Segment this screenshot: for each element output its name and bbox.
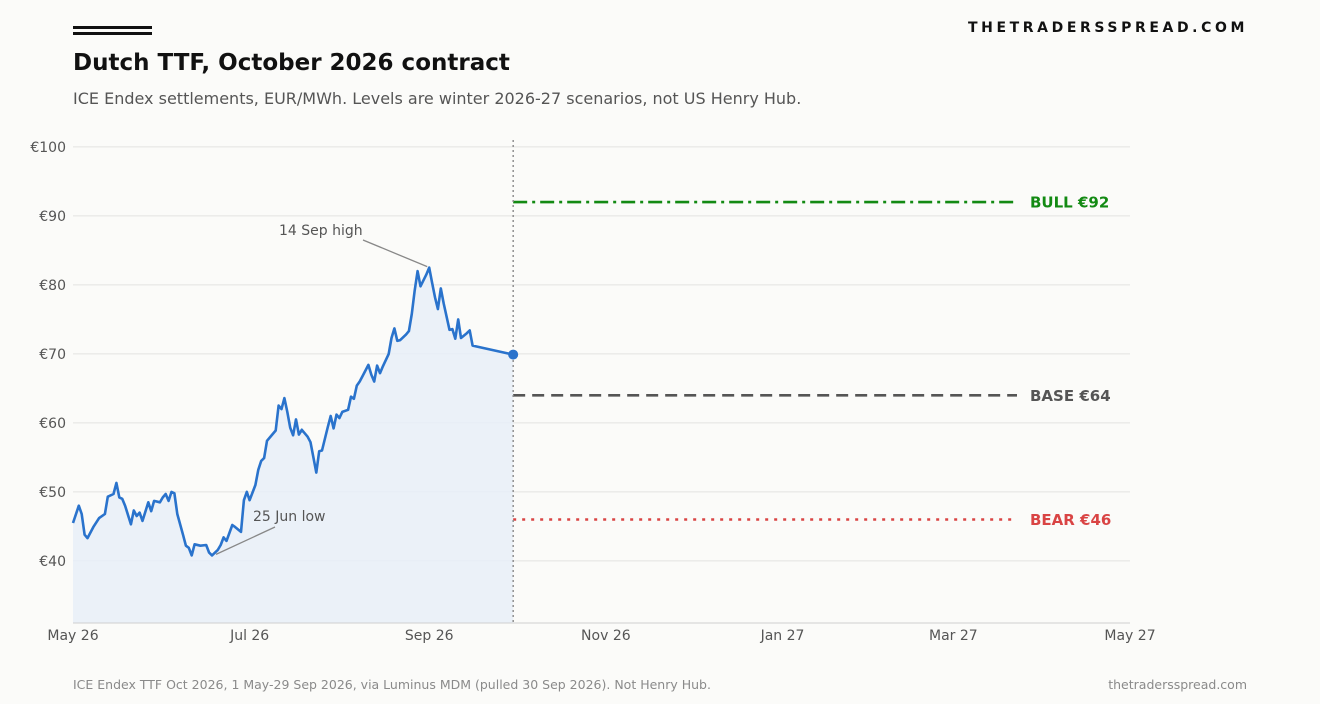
x-tick-label: May 26 — [47, 628, 98, 644]
annotation-leader-high — [362, 239, 428, 268]
brand-wordmark: THETRADERSSPREAD.COM — [968, 20, 1248, 36]
y-tick-label: €100 — [30, 140, 66, 156]
x-tick-label: Mar 27 — [929, 628, 978, 644]
price-series-line — [71, 266, 514, 557]
price-area-fill — [73, 267, 514, 623]
scenario-label-bear: BEAR €46 — [1030, 511, 1111, 529]
scenario-label-bull: BULL €92 — [1030, 194, 1109, 212]
annotation-label-low: 25 Jun low — [253, 509, 326, 525]
y-tick-label: €40 — [39, 554, 66, 570]
y-tick-label: €50 — [39, 485, 66, 501]
x-tick-label: Jan 27 — [760, 628, 805, 644]
x-tick-label: May 27 — [1104, 628, 1155, 644]
header-rule-bottom — [73, 32, 152, 35]
header-rule-top — [73, 26, 152, 29]
y-tick-label: €80 — [39, 278, 66, 294]
x-tick-label: Sep 26 — [405, 628, 454, 644]
page-title: Dutch TTF, October 2026 contract — [73, 50, 510, 76]
scenario-label-base: BASE €64 — [1030, 387, 1111, 405]
page-subtitle: ICE Endex settlements, EUR/MWh. Levels a… — [73, 89, 802, 108]
x-tick-label: Jul 26 — [229, 628, 269, 644]
y-tick-label: €70 — [39, 347, 66, 363]
y-tick-label: €90 — [39, 209, 66, 225]
x-tick-label: Nov 26 — [581, 628, 631, 644]
y-tick-label: €60 — [39, 416, 66, 432]
annotation-leader-low — [215, 526, 276, 555]
footer-site-link[interactable]: thetradersspread.com — [1108, 677, 1247, 692]
annotation-label-high: 14 Sep high — [279, 223, 363, 239]
footer-source-note: ICE Endex TTF Oct 2026, 1 May-29 Sep 202… — [73, 677, 711, 692]
last-price-marker — [508, 349, 519, 360]
